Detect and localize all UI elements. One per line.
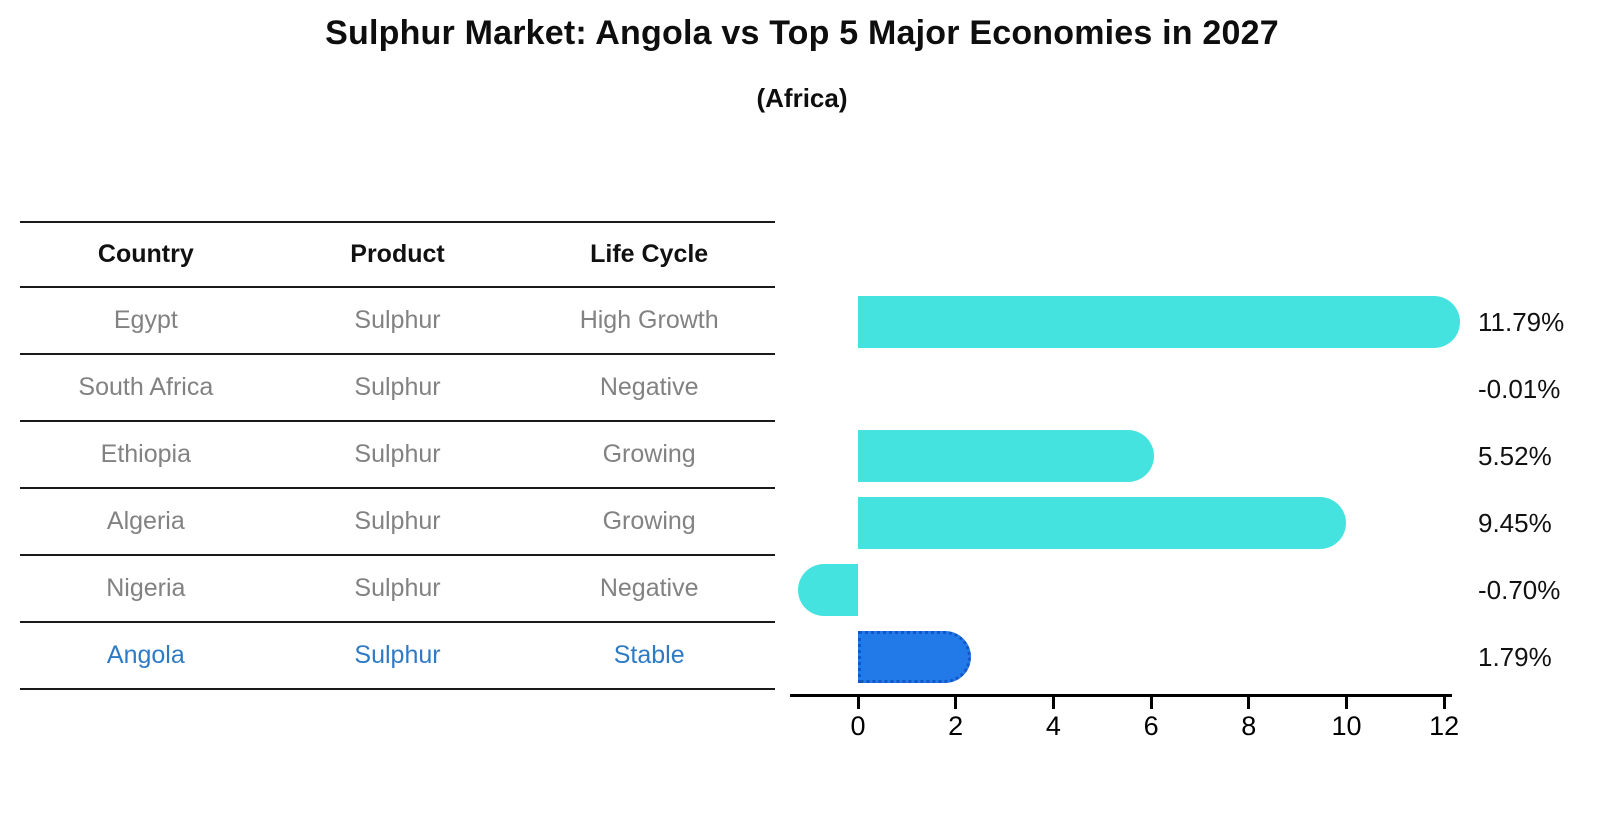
cell-country: Algeria — [106, 507, 185, 535]
chart-title: Sulphur Market: Angola vs Top 5 Major Ec… — [325, 14, 1279, 52]
cell-country: Ethiopia — [100, 440, 191, 468]
cell-product: Sulphur — [354, 306, 441, 334]
bar-nigeria — [797, 563, 858, 616]
x-tick-label: 4 — [1045, 711, 1061, 741]
cell-product: Sulphur — [354, 440, 441, 468]
cell-country: South Africa — [78, 373, 214, 401]
x-tick — [954, 694, 958, 709]
x-tick-label: 12 — [1429, 711, 1460, 741]
x-tick — [1442, 694, 1446, 709]
value-label-angola: 1.79% — [1478, 641, 1552, 672]
table-row: South Africa Sulphur Negative — [20, 355, 775, 422]
bar-egypt — [858, 295, 1460, 348]
col-header-life-cycle: Life Cycle — [590, 240, 709, 268]
cell-product: Sulphur — [354, 373, 441, 401]
cell-life-cycle: Growing — [602, 440, 696, 468]
country-table: Country Product Life Cycle Egypt Sulphur H… — [20, 221, 775, 690]
bar-angola — [858, 630, 972, 683]
x-tick-label: 6 — [1143, 711, 1159, 741]
table-row: Ethiopia Sulphur Growing — [20, 422, 775, 489]
value-label-nigeria: -0.70% — [1478, 574, 1561, 605]
value-label-south-africa: -0.01% — [1478, 373, 1561, 404]
x-tick — [856, 694, 860, 709]
value-label-egypt: 11.79% — [1478, 306, 1565, 337]
table-row: Nigeria Sulphur Negative — [20, 556, 775, 623]
cell-life-cycle: Negative — [599, 373, 699, 401]
x-tick — [1051, 694, 1055, 709]
x-tick-label: 8 — [1241, 711, 1257, 741]
chart-subtitle: (Africa) — [756, 83, 848, 113]
value-label-algeria: 9.45% — [1478, 507, 1552, 538]
bar-ethiopia — [858, 429, 1154, 482]
col-header-country: Country — [97, 240, 194, 268]
table-body: Egypt Sulphur High Growth South Africa Sulph… — [20, 288, 775, 690]
table-header-row: Country Product Life Cycle — [20, 221, 775, 288]
cell-country: Angola — [106, 641, 185, 669]
x-tick-label: 0 — [850, 711, 866, 741]
cell-product: Sulphur — [354, 574, 441, 602]
x-tick — [1149, 694, 1153, 709]
cell-life-cycle: High Growth — [579, 306, 719, 334]
bar-algeria — [858, 496, 1346, 549]
x-tick-label: 10 — [1331, 711, 1362, 741]
x-tick-label: 2 — [948, 711, 964, 741]
cell-product: Sulphur — [354, 641, 441, 669]
cell-life-cycle: Growing — [602, 507, 696, 535]
x-tick — [1247, 694, 1251, 709]
x-tick — [1345, 694, 1348, 709]
col-header-product: Product — [350, 240, 445, 268]
value-label-ethiopia: 5.52% — [1478, 440, 1552, 471]
table-row: Algeria Sulphur Growing — [20, 489, 775, 556]
cell-life-cycle: Negative — [599, 574, 699, 602]
cell-country: Egypt — [113, 306, 178, 334]
table-row: Angola Sulphur Stable — [20, 623, 775, 690]
x-axis-line — [790, 694, 1452, 697]
cell-product: Sulphur — [354, 507, 441, 535]
cell-country: Nigeria — [106, 574, 186, 602]
cell-life-cycle: Stable — [613, 641, 685, 669]
table-row: Egypt Sulphur High Growth — [20, 288, 775, 355]
